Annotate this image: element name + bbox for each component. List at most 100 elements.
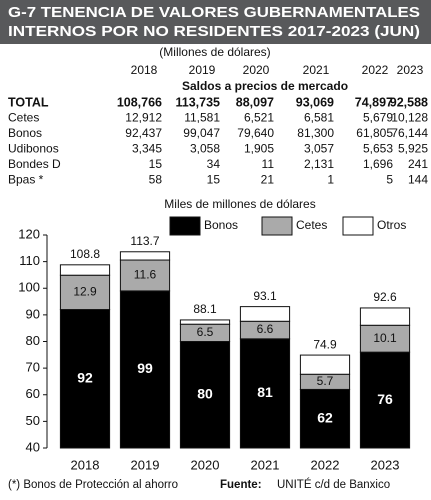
bar-segment [299,388,351,449]
value-label: 92 [77,369,93,385]
cell: 11,581 [184,111,220,125]
x-tick-label: 2020 [191,457,220,472]
legend-label: Bonos [204,218,238,232]
x-tick-label: 2023 [371,457,400,472]
bar-segment [59,309,111,449]
bar-segment [119,290,171,449]
row-label: Bonos [8,126,42,140]
title-line: INTERNOS POR NO RESIDENTES 2017-2023 (JU… [8,23,420,40]
chart-title: Miles de millones de dólares [164,197,315,211]
year-header: 2019 [189,63,216,77]
total-label: 88.1 [193,302,217,316]
legend-swatch [169,216,201,236]
total-label: 113.7 [130,234,159,248]
bar-segment [239,338,291,449]
cell: 15 [149,157,163,171]
cell: 144 [408,173,428,187]
cell: 6,581 [304,111,334,125]
y-tick-label: 60 [26,386,40,401]
y-tick-label: 80 [26,333,40,348]
value-label: 62 [317,409,333,425]
cell: 92,437 [125,126,162,140]
cell: 11 [262,157,275,171]
cell: 88,097 [236,95,274,109]
value-label: 11.6 [134,268,157,282]
total-label: 74.9 [313,337,337,351]
x-tick-label: 2019 [131,457,160,472]
cell: 76,144 [391,126,428,140]
legend-label: Otros [377,218,406,232]
cell: 81,300 [297,126,334,140]
y-tick-label: 100 [18,280,40,295]
row-label: Bondes D [8,157,61,171]
bar-segment [359,324,411,353]
footnote: (*) Bonos de Protección al ahorro [8,479,178,491]
cell: 3,057 [304,142,334,156]
cell: 241 [408,157,428,171]
bar-segment [59,274,111,311]
total-label: 93.1 [253,289,277,303]
source-label: Fuente: [220,479,262,491]
total-label: 108.8 [70,247,100,261]
cell: 93,069 [296,95,334,109]
year-header: 2023 [397,63,424,77]
row-label: TOTAL [8,95,49,109]
cell: 3,058 [190,142,220,156]
cell: 92,588 [390,95,428,109]
year-header: 2021 [303,63,330,77]
value-label: 5.7 [317,374,334,388]
cell: 113,735 [176,95,221,109]
cell: 1 [327,173,334,187]
subheader: Saldos a precios de mercado [182,79,348,93]
row-label: Bpas * [8,173,44,187]
units: (Millones de dólares) [159,45,270,59]
cell: 5,679 [363,111,393,125]
y-tick-label: 50 [26,413,40,428]
cell: 21 [261,173,275,187]
y-tick-label: 40 [26,439,40,454]
value-label: 6.6 [257,322,274,336]
bar-segment [239,306,291,322]
legend-swatch [261,216,293,236]
legend-label: Cetes [296,218,327,232]
cell: 5,653 [363,142,393,156]
title-line: G-7 TENENCIA DE VALORES GUBERNAMENTALES [8,4,420,21]
cell: 61,805 [356,126,393,140]
bar-segment [119,259,171,292]
value-label: 6.5 [197,325,214,339]
x-tick-label: 2022 [311,457,340,472]
cell: 1,696 [363,157,393,171]
bar-segment [299,354,351,375]
value-label: 76 [377,391,393,407]
title-banner [0,0,431,44]
row-label: Cetes [8,111,39,125]
y-tick-label: 90 [26,306,40,321]
cell: 10,128 [391,111,428,125]
cell: 1,905 [244,142,274,156]
bar-segment [179,319,231,325]
legend-swatch [342,216,374,236]
row-label: Udibonos [8,142,59,156]
year-header: 2022 [362,63,389,77]
cell: 5 [386,173,393,187]
value-label: 99 [137,360,153,376]
value-label: 81 [257,384,273,400]
cell: 5,925 [398,142,428,156]
y-tick-label: 70 [26,360,40,375]
bar-segment [119,251,171,261]
cell: 12,912 [125,111,162,125]
cell: 79,640 [237,126,274,140]
cell: 34 [207,157,221,171]
cell: 2,131 [304,157,334,171]
value-label: 12.9 [73,285,97,299]
total-label: 92.6 [373,290,397,304]
value-label: 80 [197,385,213,401]
cell: 74,897 [355,95,393,109]
year-header: 2018 [131,63,158,77]
bar-segment [59,264,111,276]
cell: 15 [207,173,221,187]
x-tick-label: 2021 [251,457,280,472]
cell: 58 [149,173,163,187]
x-tick-label: 2018 [71,457,100,472]
